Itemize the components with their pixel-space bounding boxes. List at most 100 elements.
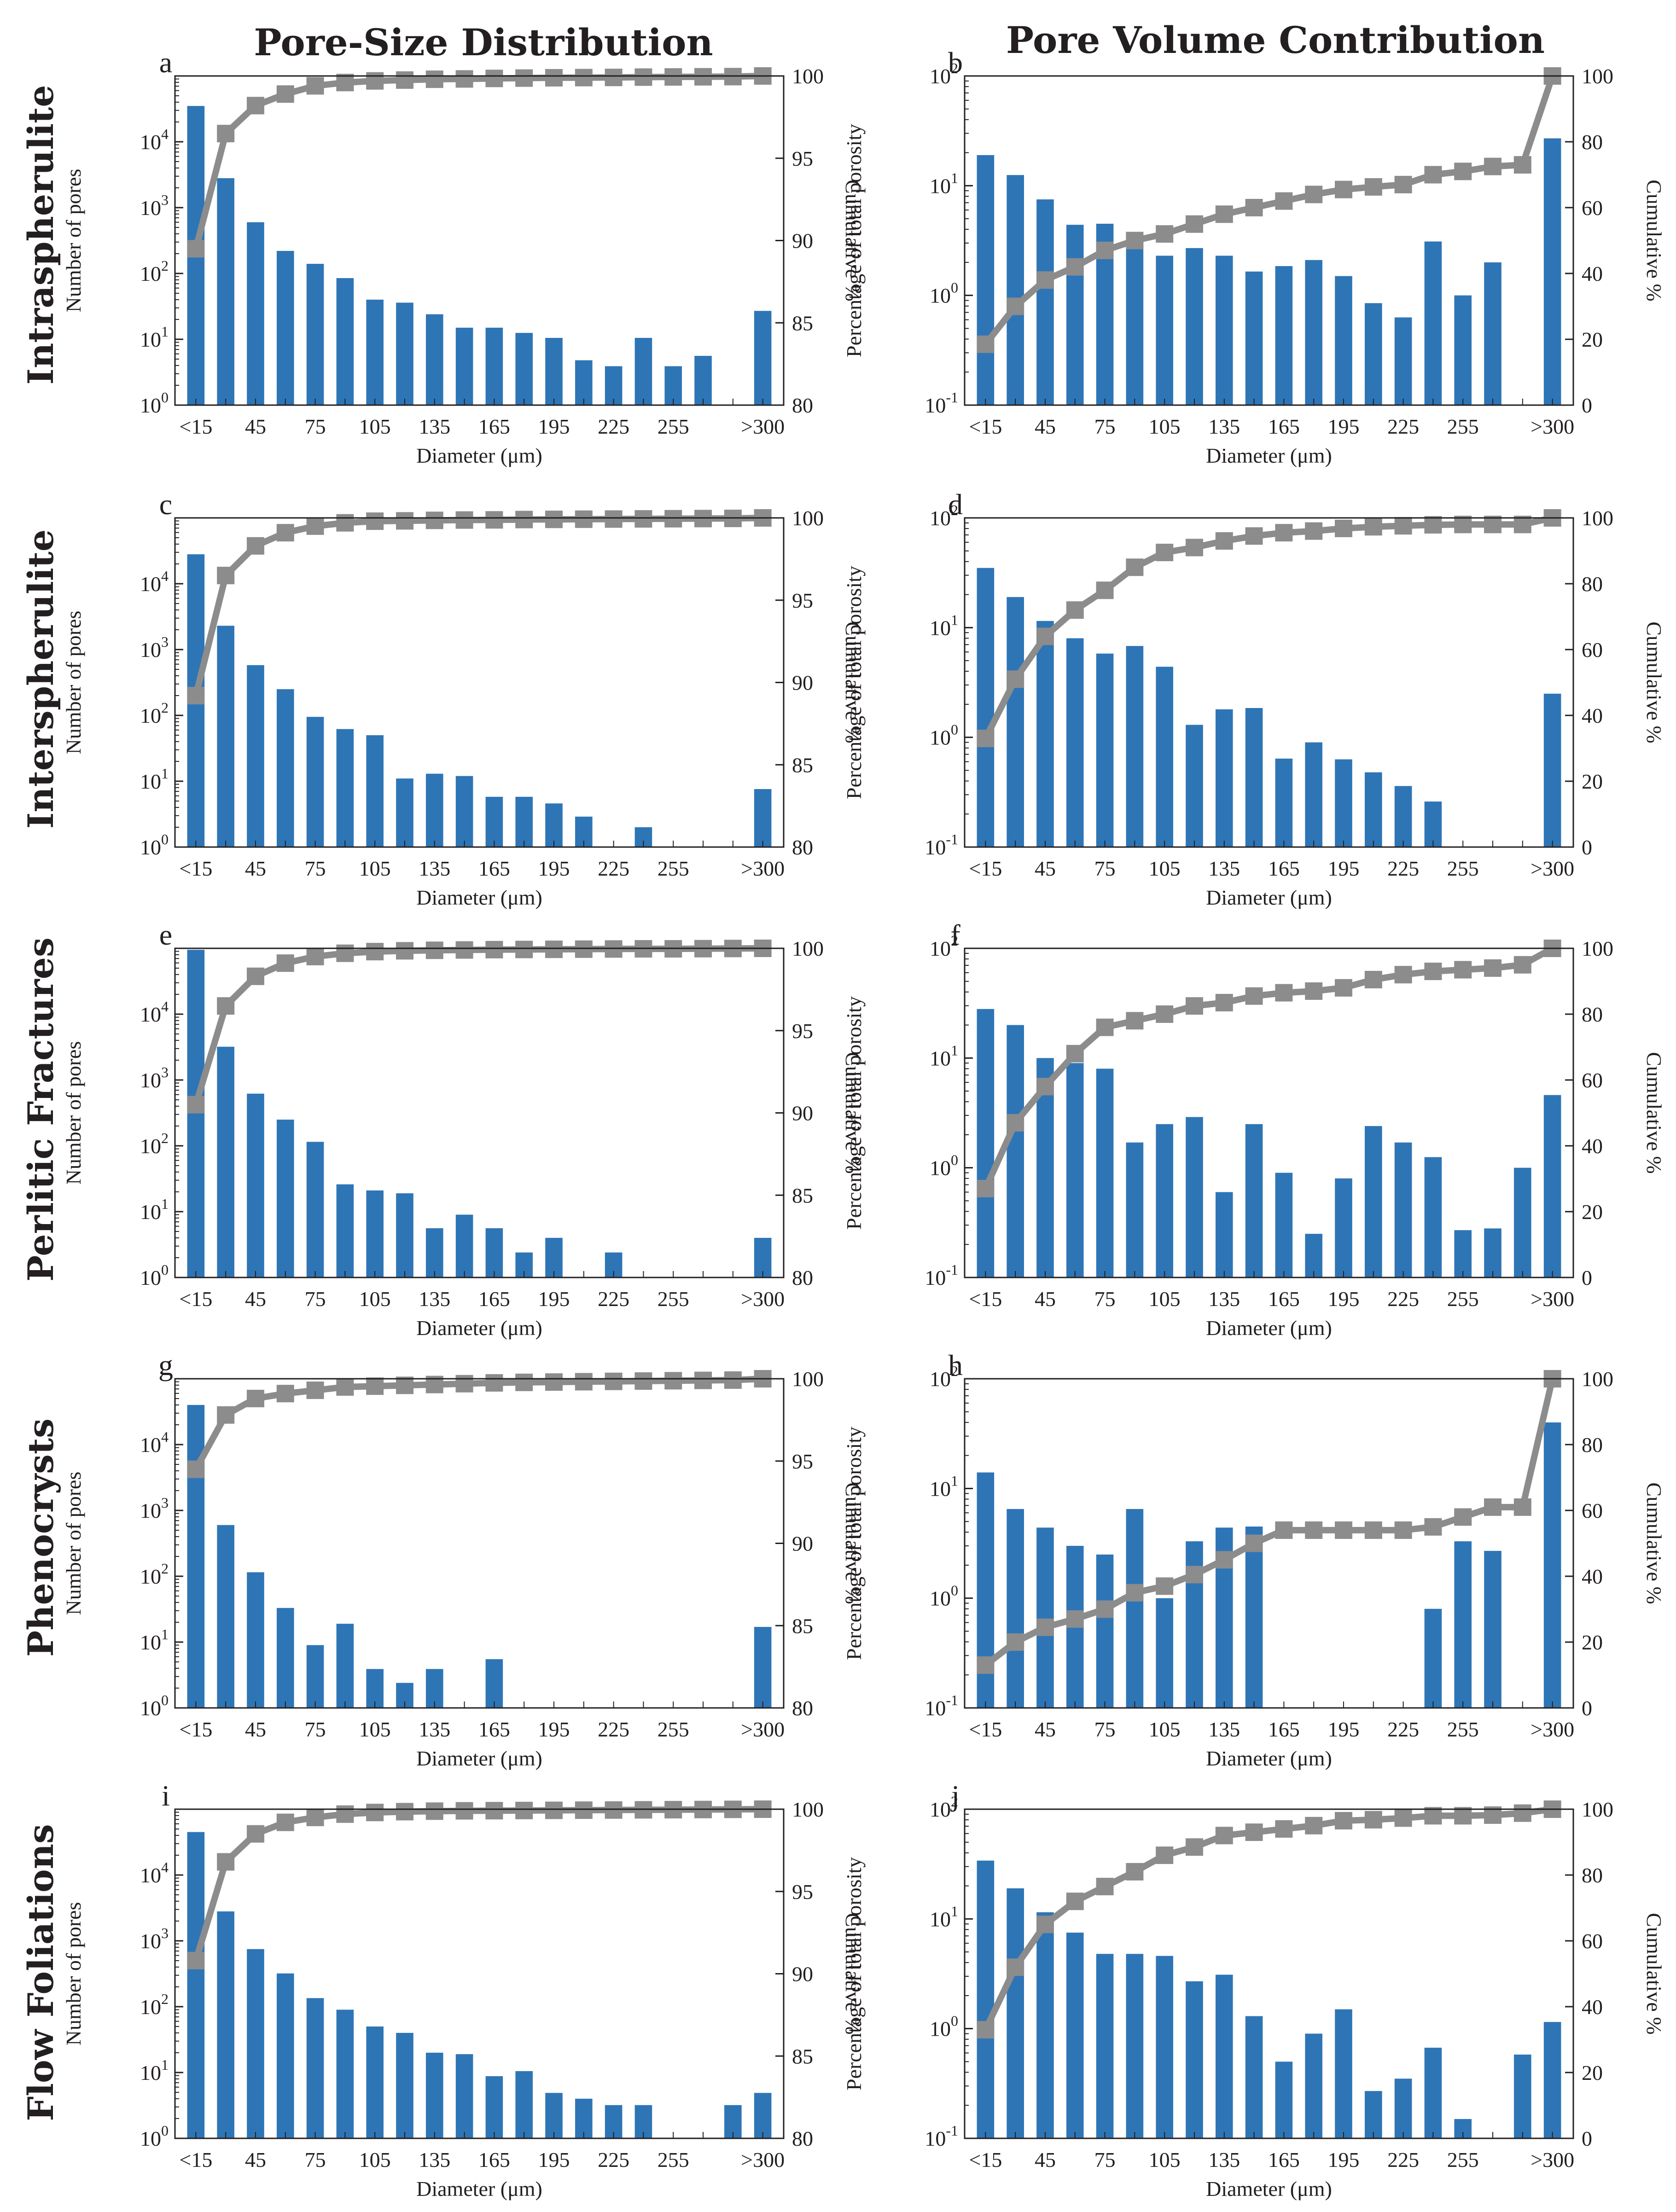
y2-tick-label: 95 — [792, 1019, 813, 1043]
y2-tick-label: 90 — [792, 1532, 813, 1556]
x-tick-label: 135 — [1208, 857, 1240, 880]
panel-label: g — [158, 1349, 173, 1382]
x-tick-label: 255 — [658, 1718, 689, 1741]
cumulative-marker — [1096, 1878, 1114, 1896]
x-tick-label: 225 — [1387, 857, 1419, 880]
cumulative-marker — [306, 1382, 324, 1399]
x-tick-label: 75 — [305, 415, 326, 438]
cumulative-marker — [217, 567, 235, 585]
cumulative-marker — [246, 1389, 264, 1407]
x-tick-label: 195 — [1328, 2148, 1360, 2171]
y-axis-label: Number of pores — [62, 169, 85, 313]
x-tick-label: 45 — [1035, 2148, 1056, 2171]
cumulative-marker — [1513, 516, 1531, 534]
x-tick-label: 105 — [1149, 1287, 1181, 1311]
y2-axis-label: Cumulative % — [841, 1913, 865, 2034]
panel-label: f — [950, 918, 960, 951]
x-tick-label: >300 — [1531, 1287, 1574, 1311]
x-tick-label: 225 — [1387, 1718, 1419, 1741]
bar — [1394, 317, 1412, 405]
cumulative-marker — [1245, 527, 1263, 545]
bar — [1365, 303, 1382, 405]
x-tick-label: 105 — [1149, 415, 1181, 438]
y2-tick-label: 85 — [792, 2044, 813, 2068]
bar — [366, 2026, 384, 2138]
bar — [754, 2093, 772, 2138]
y-axis-label: Percentage of total porosity — [842, 1857, 866, 2090]
cumulative-marker — [217, 997, 235, 1015]
bar — [455, 776, 473, 847]
bar — [336, 278, 354, 405]
left-column-title: Pore-Size Distribution — [254, 21, 713, 64]
panel-label: e — [159, 918, 172, 951]
y-tick-label: 104 — [140, 1428, 169, 1457]
bar — [1484, 262, 1501, 405]
y2-tick-label: 100 — [1582, 64, 1613, 88]
x-tick-label: <15 — [969, 1287, 1002, 1311]
row-title-intraspherulite: Intraspherulite — [20, 85, 61, 384]
bar — [1096, 1554, 1114, 1708]
bar — [1216, 1192, 1233, 1277]
cumulative-marker — [977, 335, 995, 353]
x-tick-label: 75 — [1094, 1287, 1116, 1311]
y2-tick-label: 80 — [1582, 1003, 1603, 1026]
bar — [1305, 1234, 1322, 1277]
y-tick-label: 103 — [140, 1064, 169, 1092]
bar — [1216, 255, 1233, 405]
cumulative-marker — [1066, 1045, 1084, 1062]
bar — [1245, 2016, 1263, 2138]
bar — [366, 1669, 384, 1708]
y2-tick-label: 20 — [1582, 770, 1603, 793]
cumulative-marker — [455, 1375, 473, 1393]
cumulative-marker — [1484, 959, 1502, 977]
panel-label: h — [948, 1349, 963, 1382]
x-tick-label: 105 — [359, 2148, 391, 2171]
cumulative-line — [192, 1806, 763, 1962]
x-tick-label: 75 — [1094, 857, 1116, 880]
cumulative-marker — [366, 512, 384, 530]
bar — [1454, 1230, 1472, 1277]
cumulative-marker — [977, 1656, 995, 1674]
bar — [545, 337, 563, 405]
cumulative-marker — [1513, 1804, 1531, 1822]
y-tick-label: 102 — [140, 1991, 169, 2019]
bar — [1156, 255, 1173, 405]
y2-axis-label: Cumulative % — [841, 621, 865, 743]
x-tick-label: 105 — [359, 1718, 391, 1741]
bar — [1066, 1933, 1084, 2138]
cumulative-marker — [664, 1372, 682, 1390]
bar — [247, 1093, 264, 1277]
bar — [366, 735, 384, 847]
bar — [1007, 597, 1024, 847]
bar — [485, 796, 503, 847]
x-tick-label: <15 — [969, 2148, 1002, 2171]
cumulative-marker — [605, 1801, 623, 1819]
bar — [455, 327, 473, 405]
y2-axis-label: Cumulative % — [1642, 1913, 1666, 2034]
y-tick-label: 101 — [140, 1196, 169, 1224]
bar — [1454, 295, 1472, 405]
plot-frame — [964, 947, 1574, 1278]
cumulative-marker — [515, 941, 533, 958]
y-tick-label: 102 — [930, 1793, 958, 1821]
bar — [1216, 709, 1233, 847]
x-tick-label: 105 — [359, 415, 391, 438]
bar — [276, 251, 294, 405]
x-tick-label: 255 — [1447, 2148, 1479, 2171]
cumulative-marker — [545, 1801, 563, 1819]
cumulative-marker — [1335, 180, 1353, 198]
cumulative-marker — [1126, 1584, 1144, 1602]
y2-tick-label: 60 — [1582, 1929, 1603, 1953]
cumulative-marker — [306, 77, 324, 95]
x-tick-label: 75 — [305, 2148, 326, 2171]
cumulative-marker — [1275, 984, 1293, 1002]
x-tick-label: 135 — [419, 2148, 450, 2171]
cumulative-marker — [187, 1951, 205, 1969]
bar — [396, 778, 413, 847]
cumulative-marker — [306, 517, 324, 535]
cumulative-marker — [1394, 1809, 1412, 1827]
x-tick-label: 255 — [1447, 1718, 1479, 1741]
y2-tick-label: 85 — [792, 311, 813, 335]
y-tick-label: 102 — [140, 1560, 169, 1588]
bar — [247, 665, 264, 847]
